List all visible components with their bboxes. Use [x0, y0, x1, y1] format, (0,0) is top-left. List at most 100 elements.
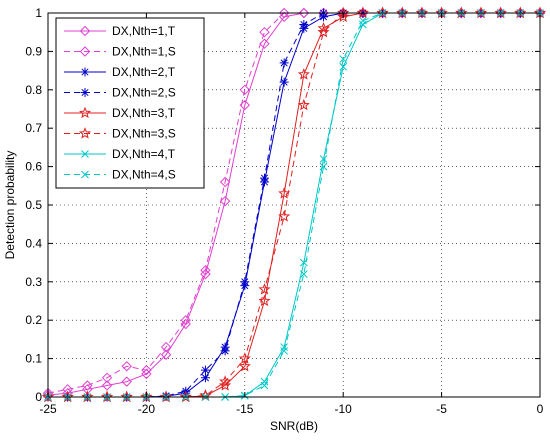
legend-label: DX,Nth=4,T — [112, 147, 176, 161]
data-point — [161, 391, 171, 401]
data-point — [121, 376, 132, 387]
data-point — [180, 314, 191, 326]
y-tick-label: 0.6 — [25, 160, 42, 174]
data-point — [101, 380, 113, 391]
x-tick-label: -25 — [39, 402, 57, 416]
y-tick-label: 0.8 — [25, 83, 42, 97]
data-point — [238, 352, 251, 364]
data-point — [101, 372, 113, 384]
data-point — [359, 16, 367, 25]
legend-box — [55, 17, 205, 189]
data-point — [337, 10, 350, 22]
data-point — [81, 170, 89, 179]
legend-label: DX,Nth=1,S — [112, 45, 176, 59]
data-point — [219, 176, 231, 188]
y-tick-label: 0.5 — [25, 198, 42, 212]
data-point — [260, 377, 269, 386]
data-point — [219, 375, 232, 387]
y-tick-label: 0.9 — [25, 44, 42, 58]
legend-item: DX,Nth=2,T — [64, 65, 176, 79]
data-point — [278, 187, 291, 199]
y-tick-label: 0 — [35, 390, 42, 404]
data-point — [280, 343, 289, 351]
data-point — [278, 210, 291, 222]
data-point — [81, 150, 89, 158]
data-point — [160, 390, 173, 403]
data-point — [455, 6, 468, 19]
x-tick-label: -15 — [236, 402, 254, 416]
y-tick-label: 0.4 — [25, 236, 42, 250]
data-point — [141, 368, 152, 380]
legend-item: DX,Nth=1,T — [64, 24, 176, 38]
legend-item: DX,Nth=2,S — [64, 86, 176, 100]
data-point — [41, 390, 55, 403]
data-point — [200, 268, 211, 280]
data-point — [101, 390, 114, 403]
data-point — [339, 55, 348, 63]
data-point — [280, 347, 289, 355]
data-point — [81, 390, 94, 403]
y-tick-label: 0.3 — [25, 275, 42, 289]
legend-item: DX,Nth=4,T — [64, 147, 176, 161]
legend-label: DX,Nth=3,T — [112, 106, 176, 120]
data-point — [278, 7, 290, 19]
data-point — [179, 390, 192, 403]
data-point — [82, 380, 93, 391]
data-point — [239, 84, 251, 96]
ticks: -25 -20 -15 -10 -5 0 0 0.1 0.2 0.3 0.4 0.5 0.6 0.7 0.8… — [25, 6, 543, 416]
legend: DX,Nth=1,T DX,Nth=1,S DX,Nth=2,T DX,Nth=2,S… — [55, 17, 205, 189]
data-point — [339, 62, 348, 71]
data-point — [180, 318, 191, 330]
data-point — [240, 277, 250, 287]
x-tick-label: -5 — [436, 402, 447, 416]
x-axis-label: SNR(dB) — [270, 419, 318, 433]
data-point — [376, 6, 389, 19]
legend-label: DX,Nth=1,T — [112, 24, 176, 38]
data-point — [317, 25, 330, 38]
data-point — [258, 283, 271, 295]
data-point — [219, 379, 232, 391]
data-point — [356, 6, 369, 19]
legend-item: DX,Nth=3,T — [64, 106, 176, 120]
data-point — [160, 341, 172, 353]
x-tick-label: 0 — [537, 402, 544, 416]
data-point — [200, 365, 210, 375]
data-point — [140, 390, 153, 403]
data-point — [359, 20, 367, 29]
data-point — [61, 390, 74, 403]
data-point — [279, 77, 289, 87]
data-point — [317, 22, 330, 34]
y-tick-label: 0.7 — [25, 121, 42, 135]
data-point — [160, 349, 172, 360]
data-point — [238, 359, 251, 372]
data-point — [80, 67, 90, 77]
data-point — [80, 88, 90, 97]
data-point — [259, 173, 269, 183]
y-axis-label: Detection probability — [3, 151, 17, 260]
data-point — [319, 155, 328, 163]
data-point — [494, 6, 507, 19]
data-point — [78, 127, 92, 139]
data-point — [297, 98, 310, 111]
data-point — [396, 6, 409, 19]
y-tick-label: 1 — [35, 6, 42, 20]
legend-item: DX,Nth=4,S — [64, 168, 176, 182]
y-tick-label: 0.1 — [25, 352, 42, 366]
x-tick-label: -10 — [335, 402, 353, 416]
legend-label: DX,Nth=3,S — [112, 127, 176, 141]
legend-label: DX,Nth=4,S — [112, 168, 176, 182]
data-point — [200, 265, 211, 276]
data-point — [260, 381, 269, 390]
data-point — [141, 364, 152, 376]
data-point — [298, 7, 310, 19]
data-point — [259, 26, 270, 38]
data-point — [220, 346, 230, 356]
data-point — [299, 20, 309, 30]
data-point — [78, 106, 92, 119]
data-point — [79, 25, 91, 37]
data-point — [79, 46, 91, 57]
data-point — [259, 38, 270, 49]
legend-label: DX,Nth=2,S — [112, 86, 176, 100]
